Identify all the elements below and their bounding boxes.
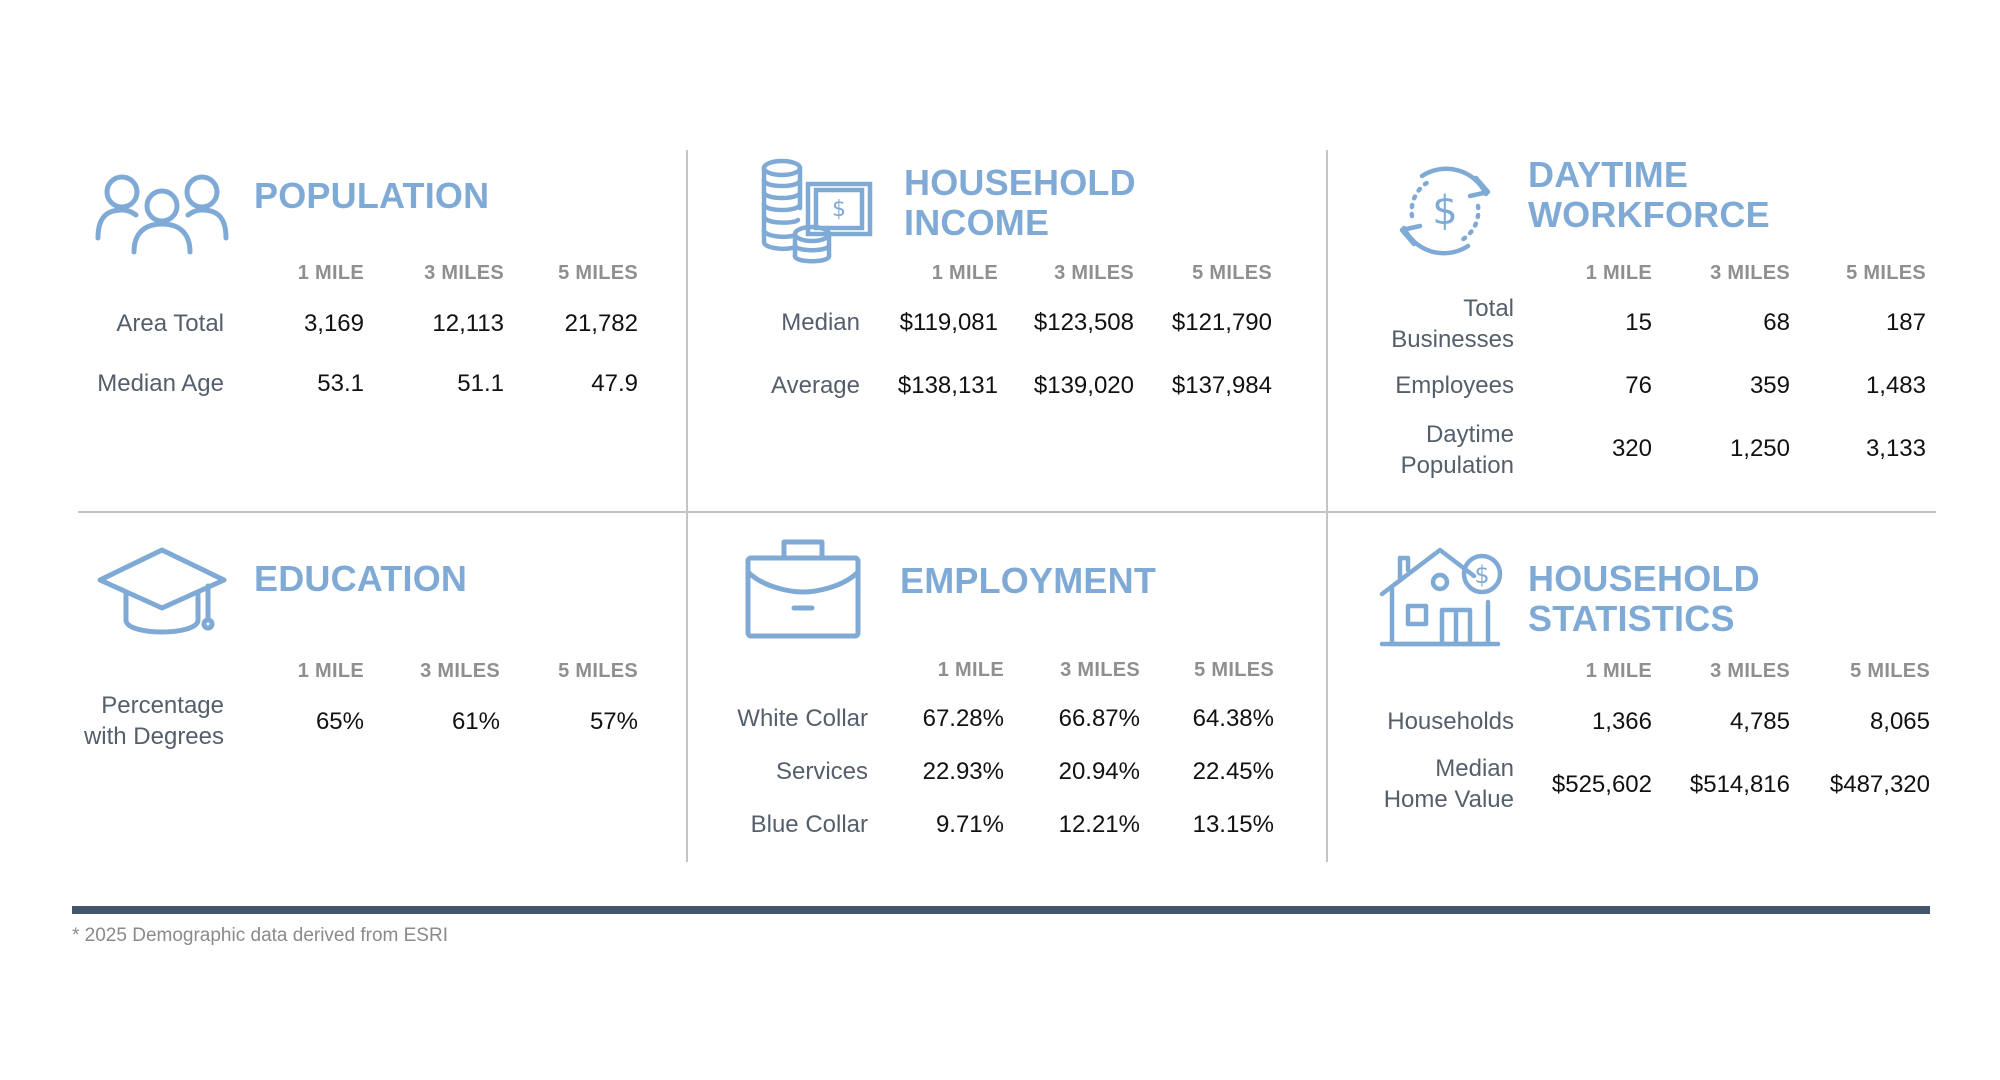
education-col-1mile: 1 MILE (297, 660, 364, 682)
row-label-total-businesses: Total Businesses (1391, 295, 1514, 353)
value-cell: 64.38% (1192, 705, 1274, 732)
value-cell: 57% (589, 708, 638, 735)
income-col-1mile: 1 MILE (931, 262, 998, 284)
population-col-3miles: 3 MILES (424, 262, 504, 284)
value-cell: $514,816 (1689, 771, 1790, 798)
value-cell: 4,785 (1729, 708, 1790, 735)
employment-col-5miles: 5 MILES (1194, 659, 1274, 681)
row-label-white-collar: White Collar (737, 705, 868, 732)
value-cell: 65% (315, 708, 364, 735)
row-label-percentage-with-degrees: Percentage with Degrees (83, 692, 224, 750)
value-cell: 1,483 (1865, 372, 1926, 399)
workforce-col-1mile: 1 MILE (1585, 262, 1652, 284)
value-cell: $123,508 (1033, 309, 1134, 336)
value-cell: $525,602 (1551, 771, 1652, 798)
value-cell: 22.45% (1192, 758, 1274, 785)
row-label-area-total: Area Total (116, 310, 224, 337)
household-statistics-title-line1: HOUSEHOLD (1528, 558, 1760, 599)
column-divider-left (686, 150, 688, 862)
row-label-households: Households (1387, 708, 1514, 735)
value-cell: 13.15% (1192, 811, 1274, 838)
value-cell: $121,790 (1171, 309, 1272, 336)
education-col-3miles: 3 MILES (420, 660, 500, 682)
row-label-services: Services (775, 758, 868, 785)
footer-bar (72, 906, 1930, 914)
value-cell: 15 (1625, 309, 1652, 336)
value-cell: 359 (1749, 372, 1790, 399)
briefcase-icon (744, 538, 862, 640)
row-label-employees: Employees (1395, 372, 1514, 399)
footnote: * 2025 Demographic data derived from ESR… (72, 925, 448, 946)
value-cell: $119,081 (899, 309, 998, 336)
value-cell: 187 (1885, 309, 1926, 336)
value-cell: 47.9 (591, 370, 638, 397)
graduation-cap-icon (96, 544, 228, 638)
value-cell: 53.1 (317, 370, 364, 397)
population-col-5miles: 5 MILES (558, 262, 638, 284)
value-cell: 66.87% (1058, 705, 1140, 732)
value-cell: 3,133 (1865, 435, 1926, 462)
employment-col-3miles: 3 MILES (1060, 659, 1140, 681)
workforce-col-3miles: 3 MILES (1710, 262, 1790, 284)
row-label-blue-collar: Blue Collar (750, 811, 868, 838)
svg-text:$: $ (1474, 561, 1489, 589)
row-label-median-home-value: Median Home Value (1383, 755, 1514, 813)
value-cell: 9.71% (935, 811, 1004, 838)
value-cell: 61% (451, 708, 500, 735)
value-cell: 21,782 (564, 310, 638, 337)
value-cell: 1,250 (1729, 435, 1790, 462)
employment-title: EMPLOYMENT (900, 560, 1157, 601)
money-coins-icon: $ (760, 158, 876, 264)
income-col-5miles: 5 MILES (1192, 262, 1272, 284)
value-cell: $487,320 (1829, 771, 1930, 798)
value-cell: 20.94% (1058, 758, 1140, 785)
row-label-average: Average (771, 372, 860, 399)
value-cell: 320 (1611, 435, 1652, 462)
value-cell: $137,984 (1171, 372, 1272, 399)
education-title: EDUCATION (254, 558, 468, 599)
income-col-3miles: 3 MILES (1054, 262, 1134, 284)
row-label-median: Median (781, 309, 860, 336)
value-cell: 12.21% (1058, 811, 1140, 838)
svg-text:$: $ (832, 197, 846, 222)
household-income-title-line1: HOUSEHOLD (904, 162, 1136, 203)
value-cell: 76 (1625, 372, 1652, 399)
svg-text:$: $ (1432, 188, 1457, 234)
statistics-col-3miles: 3 MILES (1710, 660, 1790, 682)
value-cell: $138,131 (897, 372, 998, 399)
value-cell: $139,020 (1033, 372, 1134, 399)
statistics-col-5miles: 5 MILES (1850, 660, 1930, 682)
column-divider-right (1326, 150, 1328, 862)
household-statistics-title-line2: STATISTICS (1528, 598, 1735, 639)
value-cell: 51.1 (457, 370, 504, 397)
statistics-col-1mile: 1 MILE (1585, 660, 1652, 682)
row-divider (78, 511, 1936, 513)
daytime-workforce-title-line2: WORKFORCE (1528, 194, 1770, 235)
daytime-workforce-title-line1: DAYTIME (1528, 154, 1689, 195)
employment-col-1mile: 1 MILE (937, 659, 1004, 681)
row-label-daytime-population: Daytime Population (1400, 421, 1514, 479)
value-cell: 1,366 (1591, 708, 1652, 735)
education-col-5miles: 5 MILES (558, 660, 638, 682)
value-cell: 8,065 (1869, 708, 1930, 735)
population-col-1mile: 1 MILE (297, 262, 364, 284)
value-cell: 68 (1763, 309, 1790, 336)
dollar-cycle-icon: $ (1392, 158, 1498, 264)
house-dollar-icon: $ (1378, 544, 1506, 648)
household-income-title-line2: INCOME (904, 202, 1050, 243)
value-cell: 3,169 (303, 310, 364, 337)
value-cell: 67.28% (922, 705, 1004, 732)
value-cell: 12,113 (432, 310, 504, 337)
value-cell: 22.93% (922, 758, 1004, 785)
population-title: POPULATION (254, 175, 490, 216)
people-icon (94, 172, 230, 256)
row-label-median-age: Median Age (97, 370, 224, 397)
workforce-col-5miles: 5 MILES (1846, 262, 1926, 284)
